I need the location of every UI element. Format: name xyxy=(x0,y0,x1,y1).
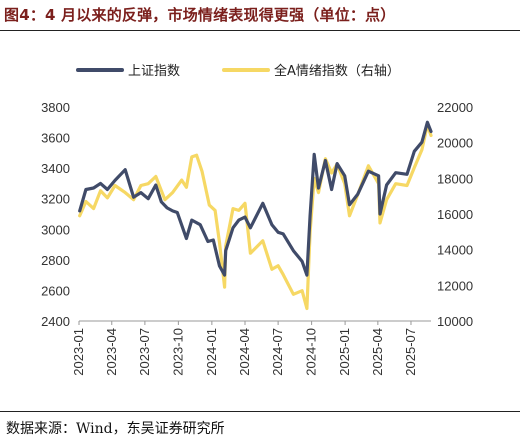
y-left-tick-label: 2400 xyxy=(41,314,70,329)
x-tick-label: 2025-04 xyxy=(370,328,385,376)
x-tick-label: 2024-04 xyxy=(237,328,252,376)
x-tick-label: 2025-01 xyxy=(337,328,352,376)
x-tick-label: 2024-07 xyxy=(270,328,285,376)
y-right-tick-label: 22000 xyxy=(437,100,473,115)
y-left-tick-label: 2600 xyxy=(41,283,70,298)
y-left-tick-label: 3200 xyxy=(41,192,70,207)
chart-title: 图4：4 月以来的反弹，市场情绪表现得更强（单位：点） xyxy=(4,6,396,24)
y-right-tick-label: 16000 xyxy=(437,207,473,222)
source-note: 数据来源：Wind，东吴证券研究所 xyxy=(6,421,225,437)
x-tick-label: 2025-07 xyxy=(403,328,418,376)
y-right-tick-label: 12000 xyxy=(437,278,473,293)
legend-label: 上证指数 xyxy=(128,64,180,79)
x-tick-label: 2023-01 xyxy=(71,328,86,376)
x-tick-label: 2023-04 xyxy=(104,328,119,376)
y-left-tick-label: 3800 xyxy=(41,100,70,115)
y-left-tick-label: 3400 xyxy=(41,161,70,176)
title-rule xyxy=(0,30,520,31)
legend-label: 全A情绪指数（右轴） xyxy=(274,63,400,79)
y-left-tick-label: 3600 xyxy=(41,131,70,146)
y-left-tick-label: 2800 xyxy=(41,253,70,268)
x-tick-label: 2023-07 xyxy=(137,328,152,376)
source-rule xyxy=(0,411,520,412)
y-right-tick-label: 10000 xyxy=(437,314,473,329)
x-tick-label: 2024-01 xyxy=(204,328,219,376)
series-line-shanghai xyxy=(78,120,433,277)
x-tick-label: 2023-10 xyxy=(170,328,185,376)
y-left-tick-label: 3000 xyxy=(41,222,70,237)
line-chart: 2400 2600 2800 3000 3200 3400 3600 3800 10000 120… xyxy=(41,63,473,376)
x-tick-label: 2024-10 xyxy=(304,328,319,376)
y-right-tick-label: 14000 xyxy=(437,243,473,258)
y-right-tick-label: 18000 xyxy=(437,171,473,186)
y-right-tick-label: 20000 xyxy=(437,136,473,151)
